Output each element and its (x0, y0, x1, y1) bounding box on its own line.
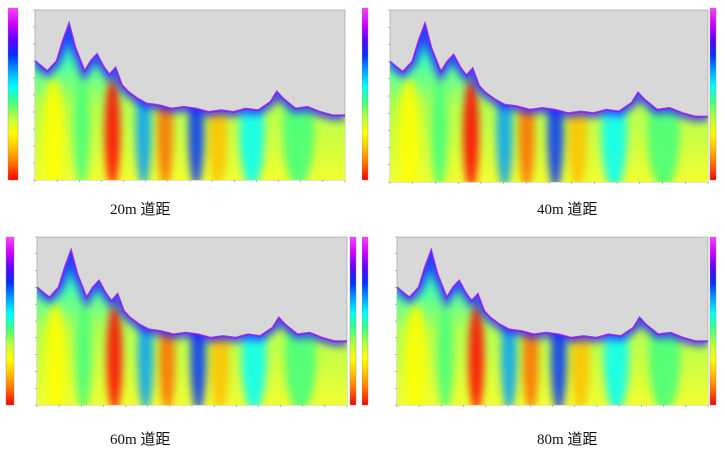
colorbar (349, 236, 357, 406)
velocity-anomaly (463, 78, 480, 182)
panel-60m: 60m 道距 (0, 225, 362, 450)
caption-80m: 80m 道距 (537, 432, 598, 448)
tomogram-60m (5, 236, 357, 407)
tomogram-20m (7, 7, 346, 182)
colorbar (7, 7, 19, 181)
colorbar (709, 236, 717, 406)
velocity-anomaly (437, 304, 453, 406)
velocity-anomaly (431, 78, 448, 182)
surface-line (389, 20, 708, 118)
panel-40m: 40m 道距 (362, 0, 724, 225)
colorbar (362, 7, 369, 181)
velocity-anomaly (404, 304, 427, 406)
panel-20m: 20m 道距 (0, 0, 362, 225)
panel-80m: 80m 道距 (362, 225, 724, 450)
velocity-anomaly (106, 304, 123, 406)
colorbar (5, 236, 15, 406)
surface-line (396, 247, 708, 343)
velocity-anomaly (73, 77, 90, 180)
velocity-anomaly (44, 304, 67, 406)
velocity-anomaly (75, 304, 92, 406)
velocity-anomaly (398, 78, 421, 182)
surface-line (36, 247, 347, 343)
surface-line (34, 20, 345, 117)
velocity-anomaly (104, 77, 121, 180)
tomogram-80m (362, 236, 717, 407)
caption-20m: 20m 道距 (110, 202, 171, 218)
tomogram-40m (362, 7, 717, 184)
colorbar (362, 236, 369, 406)
velocity-anomaly (42, 77, 65, 180)
velocity-anomaly (468, 304, 485, 406)
caption-60m: 60m 道距 (110, 432, 171, 448)
caption-40m: 40m 道距 (537, 202, 598, 218)
colorbar (709, 7, 717, 181)
